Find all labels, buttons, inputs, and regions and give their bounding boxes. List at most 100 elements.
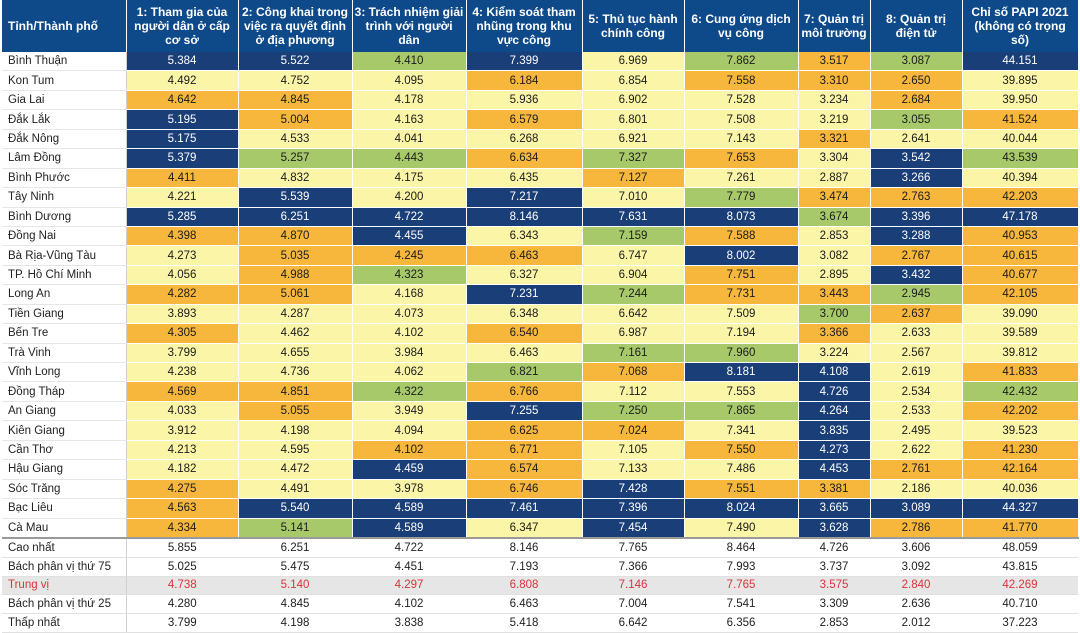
stat-row: Bách phân vị thứ 75 5.025 5.475 4.451 7.193 7… bbox=[2, 557, 1078, 577]
score-cell: 3.542 bbox=[870, 148, 963, 169]
province-row: Đắk Nông 5.175 4.533 4.041 6.268 6.921 7.143 3.… bbox=[2, 129, 1079, 150]
province-row: Bạc Liêu 4.563 5.540 4.589 7.461 7.396 8.024 3.… bbox=[2, 498, 1079, 519]
score-cell: 7.631 bbox=[582, 207, 685, 227]
score-cell: 7.550 bbox=[684, 440, 799, 461]
stat-cell: 5.140 bbox=[238, 576, 352, 596]
score-cell: 5.257 bbox=[238, 148, 353, 169]
score-cell: 2.761 bbox=[870, 459, 963, 480]
province-name: Kon Tum bbox=[2, 70, 127, 91]
score-cell: 2.567 bbox=[870, 343, 963, 364]
stat-cell: 4.722 bbox=[352, 536, 466, 558]
score-cell: 2.895 bbox=[798, 265, 871, 286]
province-row: Bình Phước 4.411 4.832 4.175 6.435 7.127 7.261… bbox=[2, 168, 1079, 189]
province-row: Đắk Lắk 5.195 5.004 4.163 6.579 6.801 7.508 3.2… bbox=[2, 109, 1079, 130]
province-name: Bình Dương bbox=[2, 207, 127, 227]
score-cell: 44.151 bbox=[962, 52, 1079, 72]
score-cell: 7.428 bbox=[582, 479, 685, 500]
score-cell: 6.435 bbox=[466, 168, 583, 189]
score-cell: 3.381 bbox=[798, 479, 871, 500]
stat-cell: 6.642 bbox=[582, 613, 684, 633]
score-cell: 2.945 bbox=[870, 284, 963, 305]
score-cell: 4.275 bbox=[126, 479, 239, 500]
score-cell: 5.195 bbox=[126, 109, 239, 130]
score-cell: 7.731 bbox=[684, 284, 799, 305]
score-cell: 6.771 bbox=[466, 440, 583, 461]
score-cell: 41.230 bbox=[962, 440, 1079, 461]
header-dimension-6: 6: Cung ứng dịch vụ công bbox=[684, 0, 799, 52]
score-cell: 7.751 bbox=[684, 265, 799, 286]
score-cell: 3.628 bbox=[798, 518, 871, 539]
score-cell: 6.766 bbox=[466, 381, 583, 402]
stat-cell: 5.475 bbox=[238, 557, 352, 577]
score-cell: 6.904 bbox=[582, 265, 685, 286]
score-cell: 4.334 bbox=[126, 518, 239, 539]
score-cell: 7.862 bbox=[684, 52, 799, 72]
score-cell: 4.453 bbox=[798, 459, 871, 480]
province-row: Bà Rịa-Vũng Tàu 4.273 5.035 4.245 6.463 6.747… bbox=[2, 245, 1079, 266]
header-province: Tỉnh/Thành phố bbox=[2, 0, 127, 52]
province-name: Trà Vinh bbox=[2, 343, 127, 364]
score-cell: 7.112 bbox=[582, 381, 685, 402]
score-cell: 42.164 bbox=[962, 459, 1079, 480]
score-cell: 3.224 bbox=[798, 343, 871, 364]
province-name: TP. Hồ Chí Minh bbox=[2, 265, 127, 286]
stat-row: Cao nhất 5.855 6.251 4.722 8.146 7.765 8.464 4.… bbox=[2, 536, 1078, 558]
score-cell: 7.558 bbox=[684, 70, 799, 91]
score-cell: 7.194 bbox=[684, 323, 799, 344]
score-cell: 2.786 bbox=[870, 518, 963, 539]
stat-cell: 7.993 bbox=[684, 557, 798, 577]
score-cell: 3.474 bbox=[798, 187, 871, 208]
score-cell: 3.893 bbox=[126, 304, 239, 325]
province-name: Hậu Giang bbox=[2, 459, 127, 480]
score-cell: 7.024 bbox=[582, 420, 685, 441]
stat-cell: 6.356 bbox=[684, 613, 798, 633]
score-cell: 4.182 bbox=[126, 459, 239, 480]
score-cell: 6.463 bbox=[466, 343, 583, 364]
score-cell: 2.534 bbox=[870, 381, 963, 402]
province-row: Tây Ninh 4.221 5.539 4.200 7.217 7.010 7.779 3.… bbox=[2, 187, 1079, 208]
score-cell: 7.865 bbox=[684, 401, 799, 422]
score-cell: 40.036 bbox=[962, 479, 1079, 500]
score-cell: 6.821 bbox=[466, 362, 583, 383]
score-cell: 4.398 bbox=[126, 226, 239, 247]
score-cell: 42.432 bbox=[962, 381, 1079, 402]
score-cell: 6.987 bbox=[582, 323, 685, 344]
score-cell: 6.251 bbox=[238, 207, 353, 227]
score-cell: 3.288 bbox=[870, 226, 963, 247]
score-cell: 4.642 bbox=[126, 90, 239, 111]
stat-cell: 7.765 bbox=[684, 576, 798, 596]
score-cell: 7.231 bbox=[466, 284, 583, 305]
score-cell: 7.159 bbox=[582, 226, 685, 247]
score-cell: 7.490 bbox=[684, 518, 799, 539]
score-cell: 3.432 bbox=[870, 265, 963, 286]
stat-cell: 4.738 bbox=[126, 576, 238, 596]
score-cell: 7.127 bbox=[582, 168, 685, 189]
score-cell: 4.056 bbox=[126, 265, 239, 286]
province-name: Cà Mau bbox=[2, 518, 127, 539]
score-cell: 40.394 bbox=[962, 168, 1079, 189]
score-cell: 3.984 bbox=[352, 343, 467, 364]
score-cell: 5.379 bbox=[126, 148, 239, 169]
score-cell: 2.767 bbox=[870, 245, 963, 266]
score-cell: 42.105 bbox=[962, 284, 1079, 305]
province-row: Hậu Giang 4.182 4.472 4.459 6.574 7.133 7.486 4… bbox=[2, 459, 1079, 480]
score-cell: 3.321 bbox=[798, 129, 871, 150]
stat-cell: 7.193 bbox=[466, 557, 582, 577]
stat-cell: 42.269 bbox=[962, 576, 1078, 596]
header-dimension-4: 4: Kiểm soát tham nhũng trong khu vực cô… bbox=[466, 0, 583, 52]
score-cell: 7.244 bbox=[582, 284, 685, 305]
score-cell: 4.163 bbox=[352, 109, 467, 130]
province-row: TP. Hồ Chí Minh 4.056 4.988 4.323 6.327 6.904… bbox=[2, 265, 1079, 286]
score-cell: 6.327 bbox=[466, 265, 583, 286]
score-cell: 3.517 bbox=[798, 52, 871, 72]
score-cell: 4.238 bbox=[126, 362, 239, 383]
stat-cell: 3.309 bbox=[798, 594, 870, 615]
province-name: Tiền Giang bbox=[2, 304, 127, 325]
score-cell: 4.102 bbox=[352, 323, 467, 344]
header-dimension-1: 1: Tham gia của người dân ở cấp cơ sở bbox=[126, 0, 239, 52]
stat-cell: 6.808 bbox=[466, 576, 582, 596]
stat-cell: 3.799 bbox=[126, 613, 238, 633]
score-cell: 4.589 bbox=[352, 498, 467, 519]
score-cell: 2.186 bbox=[870, 479, 963, 500]
